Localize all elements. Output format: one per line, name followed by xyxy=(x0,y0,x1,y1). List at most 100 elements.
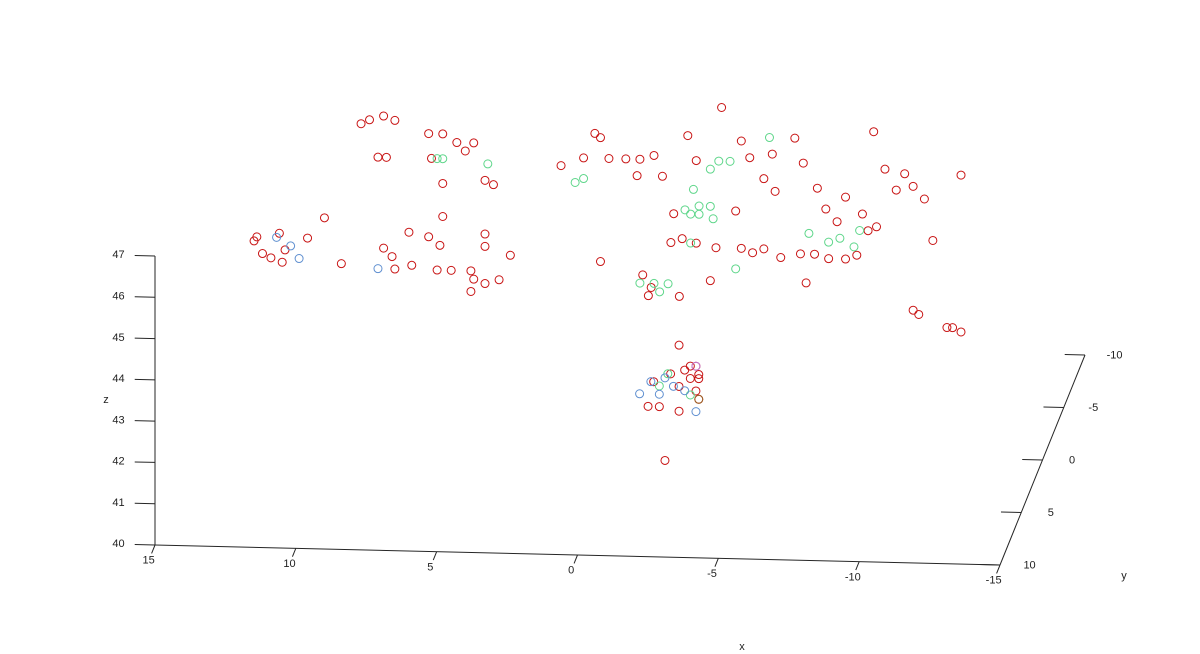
point xyxy=(373,264,383,274)
point xyxy=(286,241,296,251)
point xyxy=(688,184,698,194)
point xyxy=(460,146,470,156)
point xyxy=(852,250,862,260)
point xyxy=(452,138,462,148)
x-tick-label: 5 xyxy=(427,561,433,573)
point xyxy=(891,185,901,195)
point xyxy=(505,250,515,260)
x-axis-label: x xyxy=(739,641,745,653)
point xyxy=(556,161,566,171)
point xyxy=(432,154,442,164)
point xyxy=(674,406,684,416)
point xyxy=(725,156,735,166)
point xyxy=(680,386,690,396)
point xyxy=(677,234,687,244)
point xyxy=(680,205,690,215)
point xyxy=(438,178,448,188)
x-tick-label: -10 xyxy=(845,571,861,583)
point xyxy=(683,131,693,141)
point xyxy=(446,265,456,275)
point xyxy=(685,390,695,400)
point xyxy=(767,149,777,159)
point xyxy=(590,128,600,138)
point xyxy=(365,115,375,125)
point xyxy=(424,232,434,242)
point xyxy=(277,257,287,267)
point xyxy=(691,156,701,166)
point xyxy=(266,253,276,263)
point xyxy=(480,175,490,185)
point xyxy=(711,243,721,253)
point xyxy=(280,245,290,255)
point xyxy=(694,370,704,380)
point xyxy=(668,381,678,391)
y-tick-label: 5 xyxy=(1048,507,1054,519)
point xyxy=(798,158,808,168)
point xyxy=(928,235,938,245)
point xyxy=(373,152,383,162)
point xyxy=(480,279,490,289)
point xyxy=(686,238,696,248)
point xyxy=(272,232,282,242)
point xyxy=(942,323,952,333)
point xyxy=(638,270,648,280)
x-tick-label: 15 xyxy=(143,555,155,567)
x-tick xyxy=(996,564,1001,574)
point xyxy=(480,241,490,251)
z-tick-label: 42 xyxy=(112,456,124,468)
point xyxy=(669,209,679,219)
point xyxy=(691,238,701,248)
point xyxy=(649,278,659,288)
z-tick-label: 46 xyxy=(112,290,124,302)
point xyxy=(379,243,389,253)
point xyxy=(303,233,313,243)
point xyxy=(841,192,851,202)
point xyxy=(764,133,774,143)
point xyxy=(855,225,865,235)
point xyxy=(438,212,448,221)
point xyxy=(731,264,741,274)
point xyxy=(435,240,445,250)
point xyxy=(294,254,304,264)
point xyxy=(948,323,958,333)
point xyxy=(480,229,490,239)
point xyxy=(469,138,479,148)
point xyxy=(824,254,834,264)
point xyxy=(759,244,769,254)
point xyxy=(790,133,800,143)
point xyxy=(914,309,924,319)
point xyxy=(404,227,414,237)
y-tick-label: -5 xyxy=(1088,402,1098,414)
point xyxy=(424,129,434,139)
point xyxy=(863,226,873,236)
y-tick-label: -10 xyxy=(1107,350,1123,362)
point xyxy=(426,153,436,163)
point xyxy=(595,257,605,267)
point xyxy=(694,201,704,211)
point xyxy=(432,265,442,275)
z-tick-label: 40 xyxy=(112,538,124,550)
point xyxy=(621,154,631,164)
point xyxy=(736,243,746,253)
point xyxy=(804,228,814,238)
point xyxy=(466,286,476,296)
point xyxy=(919,194,929,204)
point xyxy=(691,361,701,371)
point xyxy=(708,214,718,224)
point xyxy=(770,186,780,196)
point xyxy=(252,232,262,242)
x-tick-label: -15 xyxy=(986,575,1002,587)
point xyxy=(635,278,645,288)
point xyxy=(466,266,476,276)
y-tick-label: 10 xyxy=(1023,560,1035,572)
x-tick xyxy=(573,554,578,564)
point xyxy=(824,237,834,247)
point xyxy=(680,365,690,375)
point xyxy=(657,171,667,181)
point xyxy=(801,278,811,288)
point xyxy=(336,259,346,269)
y-tick-label: 0 xyxy=(1069,455,1075,467)
point xyxy=(685,373,695,383)
x-tick xyxy=(432,551,438,561)
